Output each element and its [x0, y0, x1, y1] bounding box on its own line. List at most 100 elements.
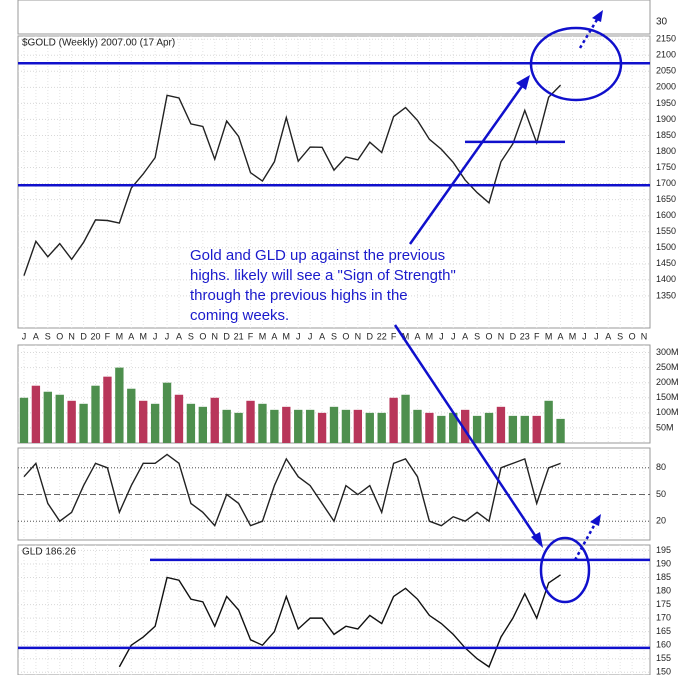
volume-bar	[186, 403, 196, 443]
y-tick-label: 200M	[656, 377, 679, 387]
x-tick-label: M	[402, 331, 410, 341]
volume-bar	[508, 415, 518, 443]
x-tick-label: A	[319, 331, 325, 341]
y-tick-label: 150	[656, 667, 671, 675]
volume-bar	[270, 409, 279, 443]
x-tick-label: J	[153, 331, 158, 341]
x-tick-label: S	[617, 331, 623, 341]
y-tick-label: 2000	[656, 82, 676, 92]
volume-bar	[353, 409, 363, 443]
volume-bar	[31, 385, 41, 443]
x-tick-label: A	[462, 331, 468, 341]
x-tick-label: J	[22, 331, 27, 341]
arrowhead	[516, 75, 530, 90]
y-tick-label: 1600	[656, 210, 676, 220]
volume-bar	[449, 412, 458, 443]
x-tick-label: J	[439, 331, 444, 341]
x-tick-label: F	[391, 331, 397, 341]
x-tick-label: O	[56, 331, 63, 341]
annotation: through the previous highs in the	[190, 287, 408, 304]
x-tick-label: D	[80, 331, 87, 341]
x-tick-label: N	[641, 331, 648, 341]
x-tick-label: F	[534, 331, 540, 341]
volume-bar	[198, 406, 208, 443]
annotation: highs. likely will see a "Sign of Streng…	[190, 267, 456, 284]
x-tick-label: A	[558, 331, 564, 341]
volume-bar	[43, 391, 52, 443]
x-tick-label: A	[414, 331, 420, 341]
annotation: coming weeks.	[190, 307, 289, 324]
y-tick-label: 195	[656, 545, 671, 555]
y-tick-label: 1550	[656, 226, 676, 236]
arrowhead	[592, 10, 603, 22]
x-tick-label: N	[68, 331, 75, 341]
volume-bar	[115, 367, 124, 443]
x-tick-label: D	[367, 331, 374, 341]
y-tick-label: 160	[656, 640, 671, 650]
y-tick-label: 165	[656, 626, 671, 636]
x-tick-label: O	[199, 331, 206, 341]
x-tick-label: 21	[234, 331, 244, 341]
arrowhead	[531, 532, 543, 548]
top-panel	[17, 0, 651, 35]
y-tick-label: 300M	[656, 347, 679, 357]
y-tick-label: 1400	[656, 274, 676, 284]
x-tick-label: 23	[520, 331, 530, 341]
x-tick-label: M	[259, 331, 267, 341]
y-tick-label: 50	[656, 489, 666, 499]
volume-bar	[79, 403, 88, 443]
volume-bar	[127, 388, 136, 443]
y-tick-label: 190	[656, 558, 671, 568]
volume-bar	[150, 403, 160, 443]
y-tick-label: 1950	[656, 98, 676, 108]
volume-bar	[55, 394, 64, 443]
volume-bar	[162, 382, 172, 443]
x-tick-label: M	[283, 331, 291, 341]
volume-bar	[91, 385, 100, 443]
annotation: Gold and GLD up against the previous	[190, 247, 445, 264]
volume-bar	[294, 409, 303, 443]
y-tick-label: 1700	[656, 178, 676, 188]
x-tick-label: J	[165, 331, 170, 341]
arrow	[573, 521, 598, 561]
x-tick-label: S	[331, 331, 337, 341]
x-tick-label: 20	[91, 331, 101, 341]
volume-bar	[437, 415, 446, 443]
x-tick-label: A	[128, 331, 134, 341]
volume-bar	[484, 412, 494, 443]
y-tick-label: 2100	[656, 50, 676, 60]
y-tick-label: 170	[656, 613, 671, 623]
x-tick-label: M	[545, 331, 553, 341]
y-tick-label: 1800	[656, 146, 676, 156]
volume-bar	[222, 409, 231, 443]
volume-bar	[472, 415, 482, 443]
arrowheads	[516, 10, 603, 548]
volume-bar	[305, 409, 315, 443]
stoch-panel	[17, 447, 651, 541]
x-tick-label: N	[498, 331, 505, 341]
x-tick-label: M	[139, 331, 147, 341]
x-tick-label: M	[426, 331, 434, 341]
volume-bar	[67, 400, 76, 443]
x-tick-label: A	[605, 331, 611, 341]
x-tick-label: A	[33, 331, 39, 341]
x-tick-label: A	[176, 331, 182, 341]
volume-bar	[425, 412, 434, 443]
y-tick-label: 1500	[656, 242, 676, 252]
x-tick-label: S	[188, 331, 194, 341]
volume-bar	[544, 400, 553, 443]
x-tick-label: N	[212, 331, 219, 341]
volume-bar	[401, 394, 410, 443]
volume-bar	[174, 394, 184, 443]
annotation-shapes	[393, 17, 623, 604]
volume-bar	[210, 397, 219, 443]
y-tick-label: 2050	[656, 66, 676, 76]
volume-bar	[317, 412, 327, 443]
x-tick-label: O	[629, 331, 636, 341]
arrowhead	[590, 514, 601, 526]
gld-title: GLD 186.26	[22, 547, 76, 558]
y-tick-label: 50M	[656, 422, 674, 432]
price-line	[23, 453, 561, 527]
arrow	[408, 81, 527, 245]
circle	[529, 26, 623, 102]
